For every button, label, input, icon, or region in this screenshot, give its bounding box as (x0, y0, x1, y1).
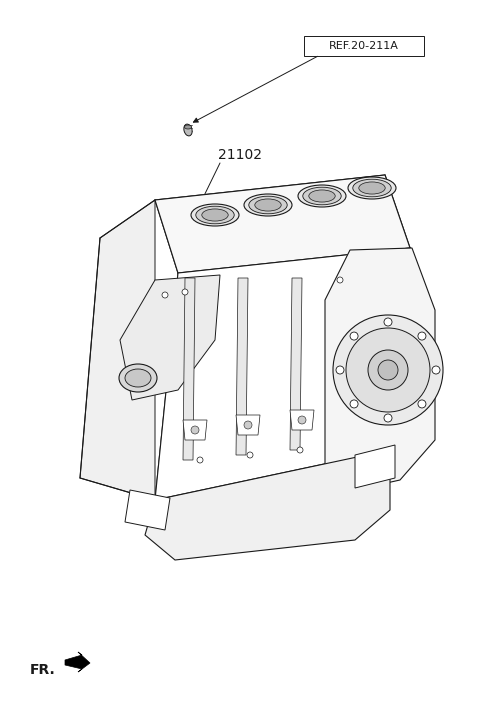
Circle shape (191, 426, 199, 434)
Polygon shape (290, 410, 314, 430)
Circle shape (350, 400, 358, 408)
Ellipse shape (309, 190, 335, 202)
Text: 21102: 21102 (218, 148, 262, 162)
Polygon shape (355, 445, 395, 488)
Ellipse shape (255, 199, 281, 211)
Polygon shape (120, 275, 220, 400)
Circle shape (197, 457, 203, 463)
Ellipse shape (249, 196, 287, 214)
Polygon shape (325, 248, 435, 490)
Circle shape (384, 318, 392, 326)
Circle shape (244, 421, 252, 429)
Circle shape (182, 289, 188, 295)
Ellipse shape (298, 185, 346, 207)
Polygon shape (80, 200, 155, 500)
Ellipse shape (191, 204, 239, 226)
Circle shape (247, 452, 253, 458)
Ellipse shape (125, 369, 151, 387)
Ellipse shape (196, 206, 234, 224)
Ellipse shape (359, 182, 385, 194)
Polygon shape (125, 490, 170, 530)
Circle shape (333, 315, 443, 425)
Circle shape (336, 366, 344, 374)
Polygon shape (183, 420, 207, 440)
Circle shape (297, 447, 303, 453)
Circle shape (368, 350, 408, 390)
Circle shape (418, 400, 426, 408)
Circle shape (384, 414, 392, 422)
Circle shape (432, 366, 440, 374)
Text: REF.20-211A: REF.20-211A (329, 41, 399, 51)
Circle shape (350, 332, 358, 340)
Polygon shape (236, 415, 260, 435)
Polygon shape (236, 278, 248, 455)
Ellipse shape (244, 194, 292, 216)
Polygon shape (155, 248, 410, 500)
Circle shape (346, 328, 430, 412)
Circle shape (418, 332, 426, 340)
Circle shape (298, 416, 306, 424)
Ellipse shape (303, 187, 341, 205)
Ellipse shape (184, 125, 192, 129)
Polygon shape (155, 175, 410, 273)
Polygon shape (145, 450, 390, 560)
Ellipse shape (353, 179, 391, 197)
Ellipse shape (119, 364, 157, 392)
Polygon shape (65, 652, 90, 672)
FancyBboxPatch shape (304, 36, 424, 56)
Circle shape (337, 277, 343, 283)
Circle shape (162, 292, 168, 298)
Text: FR.: FR. (30, 663, 56, 677)
Ellipse shape (184, 124, 192, 136)
Ellipse shape (348, 177, 396, 199)
Polygon shape (183, 278, 195, 460)
Circle shape (378, 360, 398, 380)
Polygon shape (290, 278, 302, 450)
Ellipse shape (202, 209, 228, 221)
